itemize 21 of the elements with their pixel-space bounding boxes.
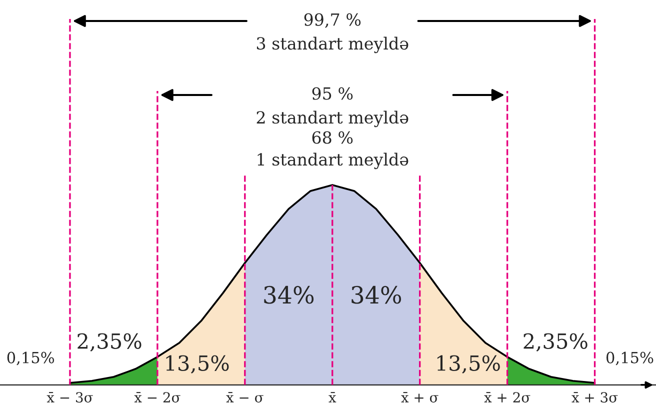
text: 95 % [312,87,353,100]
annotation: 0,15% [7,352,54,366]
text: 68 % [312,131,353,144]
text: 99,7 % [304,13,361,28]
annotation: 34% [352,286,402,304]
x-tick-label: x̄ + 3σ [572,392,618,403]
x-tick-label: x̄ − 3σ [46,392,93,403]
text: 2 standart meyldə [256,110,408,128]
x-tick-label: x̄ − σ [226,392,264,403]
annotation: 34% [264,286,314,304]
x-tick-label: x̄ − 2σ [134,392,180,403]
x-tick-label: x̄ + σ [401,392,438,403]
text: 3 standart meyldə [256,36,408,54]
annotation: 0,15% [606,352,654,366]
x-tick-label: x̄ [328,392,336,402]
annotation: 13,5% [166,355,229,374]
x-tick-label: x̄ + 2σ [484,392,530,403]
annotation: 2,35% [78,333,142,352]
annotation: 13,5% [437,355,500,374]
annotation: 2,35% [524,333,588,352]
text: 1 standart meyldə [258,152,408,170]
